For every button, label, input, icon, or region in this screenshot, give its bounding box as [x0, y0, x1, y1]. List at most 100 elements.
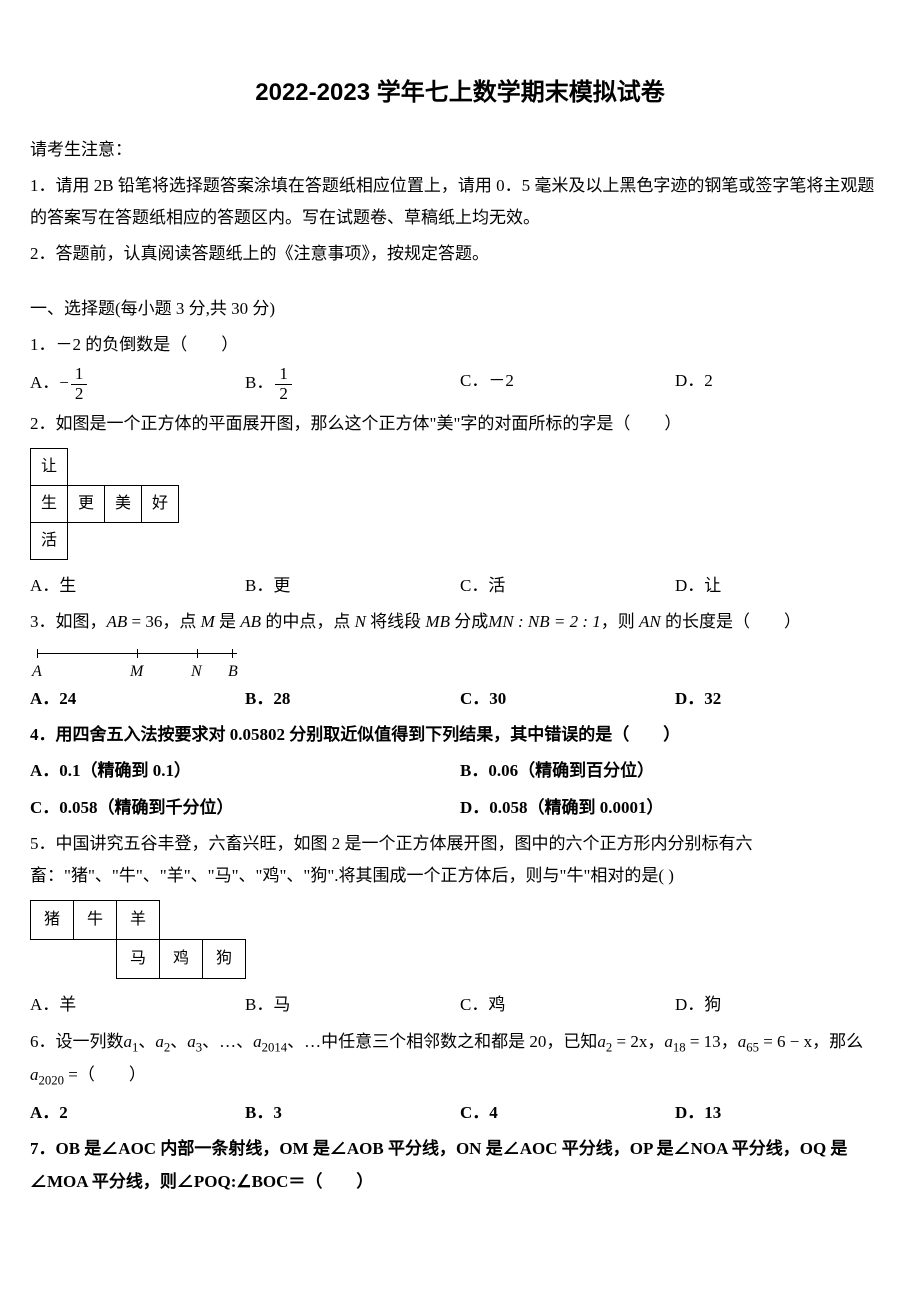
q6-option-c: C．4 — [460, 1097, 675, 1129]
q6-a3v: a — [187, 1032, 196, 1051]
question-1-stem: 1．－2 的负倒数是（ ） — [30, 329, 890, 361]
q2-option-b: B．更 — [245, 570, 460, 602]
q3-mb: MB — [421, 612, 454, 631]
q6-t7: ， — [721, 1032, 738, 1051]
q6-t3: 、 — [170, 1032, 187, 1051]
q4-option-d: D．0.058（精确到 0.0001） — [460, 792, 890, 824]
q5-net-cell-3: 马 — [117, 940, 160, 979]
q6-eq2: a18 = 13 — [664, 1032, 720, 1051]
notice-heading: 请考生注意： — [30, 134, 890, 166]
q3-option-c: C．30 — [460, 683, 675, 715]
question-5-stem: 5．中国讲究五谷丰登，六畜兴旺，如图 2 是一个正方体展开图，图中的六个正方形内… — [30, 828, 890, 893]
q6-eq3: a65 = 6 − x — [738, 1032, 812, 1051]
question-4-options-row1: A．0.1（精确到 0.1） B．0.06（精确到百分位） — [30, 755, 890, 787]
q6-eq2r: = 13 — [686, 1032, 721, 1051]
q3-t3: 是 — [215, 612, 241, 631]
q6-t4: 、…、 — [202, 1032, 253, 1051]
question-4-stem: 4．用四舍五入法按要求对 0.05802 分别取近似值得到下列结果，其中错误的是… — [30, 719, 890, 751]
q1-b-prefix: B． — [245, 373, 273, 392]
q6-t6: ， — [647, 1032, 664, 1051]
q3-an: AN — [639, 612, 661, 631]
q6-t2: 、 — [138, 1032, 155, 1051]
q3-option-a: A．24 — [30, 683, 245, 715]
q5-net-cell-4: 鸡 — [160, 940, 203, 979]
q6-t1: 6．设一列数 — [30, 1032, 124, 1051]
q3-n: N — [350, 612, 366, 631]
q1-b-frac: 12 — [275, 365, 292, 403]
q3-eq36: = 36 — [127, 612, 162, 631]
q1-b-num: 1 — [275, 365, 292, 385]
q6-eq3l: a — [738, 1032, 747, 1051]
q2-option-a: A．生 — [30, 570, 245, 602]
q1-a-num: 1 — [71, 365, 88, 385]
q3-lbl-m: M — [130, 657, 143, 687]
q2-net-cell-1: 生 — [31, 486, 68, 523]
q6-a2020v: a — [30, 1065, 39, 1084]
q5-option-d: D．狗 — [675, 989, 890, 1021]
q3-ab2: AB — [240, 612, 261, 631]
question-2-options: A．生 B．更 C．活 D．让 — [30, 570, 890, 602]
q2-net-cell-3: 美 — [105, 486, 142, 523]
q5-net-cell-1: 牛 — [74, 901, 117, 940]
question-6-options: A．2 B．3 C．4 D．13 — [30, 1097, 890, 1129]
q6-eq3r: = 6 − x — [759, 1032, 812, 1051]
q1-a-neg: − — [59, 373, 69, 392]
question-3-stem: 3．如图，AB = 36，点 M 是 AB 的中点，点 N 将线段 MB 分成M… — [30, 606, 890, 638]
notice-line-1: 1．请用 2B 铅笔将选择题答案涂填在答题纸相应位置上，请用 0．5 毫米及以上… — [30, 170, 890, 235]
q1-option-d: D．2 — [675, 365, 890, 403]
question-4-options-row2: C．0.058（精确到千分位） D．0.058（精确到 0.0001） — [30, 792, 890, 824]
q3-line-diagram: A M N B — [32, 645, 242, 675]
q6-option-a: A．2 — [30, 1097, 245, 1129]
q3-t2: ，点 — [162, 612, 196, 631]
q6-t5: 、…中任意三个相邻数之和都是 20，已知 — [287, 1032, 597, 1051]
q6-option-d: D．13 — [675, 1097, 890, 1129]
q2-net-cell-2: 更 — [68, 486, 105, 523]
q2-net-cell-5: 活 — [31, 523, 68, 560]
q4-option-c: C．0.058（精确到千分位） — [30, 792, 460, 824]
q5-option-c: C．鸡 — [460, 989, 675, 1021]
q1-option-c: C．－2 — [460, 365, 675, 403]
question-6-stem: 6．设一列数a1、a2、a3、…、a2014、…中任意三个相邻数之和都是 20，… — [30, 1026, 890, 1093]
q5-net-cell-5: 狗 — [203, 940, 246, 979]
q3-t5: 将线段 — [366, 612, 421, 631]
q3-t6: 分成 — [454, 612, 488, 631]
notice-line-2: 2．答题前，认真阅读答题纸上的《注意事项》，按规定答题。 — [30, 238, 890, 270]
q3-t1: 3．如图， — [30, 612, 107, 631]
section-1-heading: 一、选择题(每小题 3 分,共 30 分) — [30, 293, 890, 325]
q1-option-a: A．−12 — [30, 365, 245, 403]
q3-m: M — [196, 612, 214, 631]
q6-t8: ，那么 — [812, 1032, 863, 1051]
q6-a2v: a — [155, 1032, 164, 1051]
question-5-options: A．羊 B．马 C．鸡 D．狗 — [30, 989, 890, 1021]
q3-t8: 的长度是（ ） — [661, 612, 801, 631]
q2-net-cell-4: 好 — [142, 486, 179, 523]
q6-a1v: a — [124, 1032, 133, 1051]
q5-cube-net: 猪 牛 羊 马 鸡 狗 — [30, 900, 246, 979]
q6-t9: =（ ） — [64, 1065, 146, 1084]
q3-t7: ，则 — [601, 612, 639, 631]
q3-ratio: MN : NB = 2 : 1 — [488, 612, 601, 631]
question-2-stem: 2．如图是一个正方体的平面展开图，那么这个正方体"美"字的对面所标的字是（ ） — [30, 408, 890, 440]
q3-t4: 的中点，点 — [261, 612, 350, 631]
q5-net-cell-0: 猪 — [31, 901, 74, 940]
q4-option-b: B．0.06（精确到百分位） — [460, 755, 890, 787]
question-3-options: A．24 B．28 C．30 D．32 — [30, 683, 890, 715]
q6-eq1: a2 = 2x — [597, 1032, 647, 1051]
q3-lbl-n: N — [191, 657, 202, 687]
q5-option-b: B．马 — [245, 989, 460, 1021]
q2-option-c: C．活 — [460, 570, 675, 602]
q6-option-b: B．3 — [245, 1097, 460, 1129]
q6-a2014s: 2014 — [262, 1040, 288, 1054]
q5-net-cell-2: 羊 — [117, 901, 160, 940]
q1-option-b: B．12 — [245, 365, 460, 403]
q6-eq1l: a — [597, 1032, 606, 1051]
q3-option-b: B．28 — [245, 683, 460, 715]
q6-eq1r: = 2x — [612, 1032, 647, 1051]
q6-eq3s: 65 — [746, 1040, 759, 1054]
q6-eq2l: a — [664, 1032, 673, 1051]
q6-a1: a1 — [124, 1032, 139, 1051]
q4-option-a: A．0.1（精确到 0.1） — [30, 755, 460, 787]
q5-option-a: A．羊 — [30, 989, 245, 1021]
q3-ab: AB — [107, 612, 128, 631]
q3-lbl-b: B — [228, 657, 238, 687]
